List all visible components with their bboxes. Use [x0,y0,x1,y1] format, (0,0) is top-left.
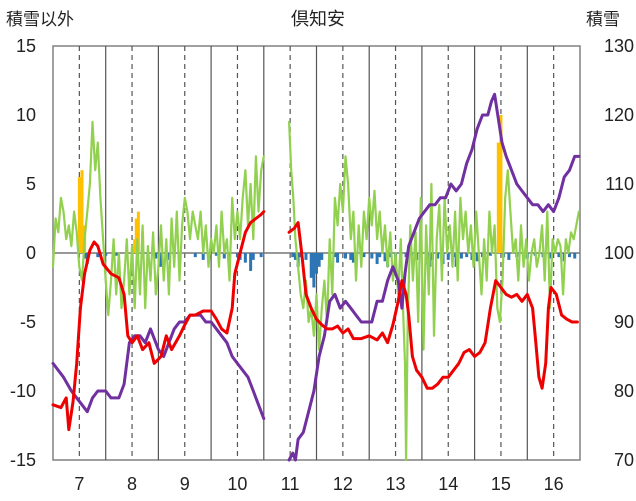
bar-blue [475,253,479,262]
series-line-purple [51,313,266,421]
bar-blue [293,253,297,260]
left-tick-label: 5 [26,174,36,194]
bar-blue [446,253,450,260]
bar-blue [243,253,247,263]
x-tick-label: 8 [127,474,137,494]
right-axis-title: 積雪 [586,10,620,30]
series-line-purple [287,92,581,462]
data-lines [51,92,581,462]
bar-blue [557,253,561,258]
left-axis-title: 積雪以外 [6,10,74,30]
bar-blue [309,253,313,278]
bar-blue [193,253,197,258]
bar-blue [465,253,469,258]
bar-blue [304,253,308,260]
bar-blue [291,253,295,258]
bar-blue [388,253,392,258]
bars [77,115,577,288]
left-axis-ticks: 15 10 5 0 -5 -10 -15 [10,36,36,470]
x-tick-label: 9 [180,474,190,494]
x-tick-label: 7 [74,474,84,494]
bar-blue [343,253,347,259]
x-tick-label: 11 [281,474,300,494]
bar-blue [370,253,374,259]
bar-blue [378,253,382,258]
right-tick-label: 90 [614,312,634,332]
series-line-red [287,221,579,390]
bar-blue [251,253,255,260]
right-tick-label: 80 [614,381,634,401]
bar-blue [317,253,321,267]
right-tick-label: 120 [604,105,634,125]
bar-orange [77,177,81,253]
left-tick-label: 0 [26,243,36,263]
bar-blue [375,253,379,265]
x-tick-label: 13 [386,474,406,494]
bar-blue [96,253,100,258]
bar-orange [496,142,500,253]
bar-blue [114,253,118,256]
left-tick-label: -15 [10,450,36,470]
bar-orange [80,170,84,253]
bar-blue [362,253,366,258]
bar-blue [222,253,226,259]
left-tick-label: 10 [16,105,36,125]
series-line-red [51,210,266,432]
series-line-green [51,120,265,317]
bar-orange [133,239,137,253]
right-tick-label: 130 [604,36,634,56]
x-tick-label: 12 [333,474,353,494]
x-tick-label: 15 [491,474,511,494]
bar-orange [136,211,140,253]
bar-blue [315,253,318,274]
bar-blue [249,253,253,271]
right-axis-ticks: 130 120 110 100 90 80 70 [604,36,634,470]
bar-blue [336,253,340,263]
bar-blue [320,253,324,260]
bar-blue [488,253,492,256]
bar-blue [333,253,337,258]
left-tick-label: -10 [10,381,36,401]
bar-blue [259,253,263,258]
bar-blue [349,253,353,260]
bar-blue [154,253,158,259]
x-tick-label: 14 [438,474,458,494]
bar-blue [507,253,511,260]
right-tick-label: 110 [605,174,634,194]
bar-blue [351,253,355,263]
x-tick-label: 16 [544,474,564,494]
right-tick-label: 70 [614,450,634,470]
right-tick-label: 100 [604,243,634,263]
bar-blue [383,253,387,262]
bar-blue [312,253,316,288]
bar-blue [167,253,171,260]
bar-blue [573,253,577,259]
series-line-green [288,120,581,462]
bar-blue [459,253,463,259]
bar-blue [235,253,239,258]
bar-blue [214,253,218,256]
bar-blue [104,253,108,256]
bar-blue [436,253,440,259]
bar-orange [499,115,503,253]
chart-title: 倶知安 [291,9,345,30]
bar-blue [159,253,163,267]
left-tick-label: -5 [20,312,36,332]
bar-orange [134,218,138,253]
x-tick-label: 10 [227,474,247,494]
x-axis-ticks: 7 8 9 10 11 12 13 14 15 16 [74,474,563,494]
left-tick-label: 15 [16,36,36,56]
bar-blue [567,253,571,258]
bar-blue [201,253,205,260]
